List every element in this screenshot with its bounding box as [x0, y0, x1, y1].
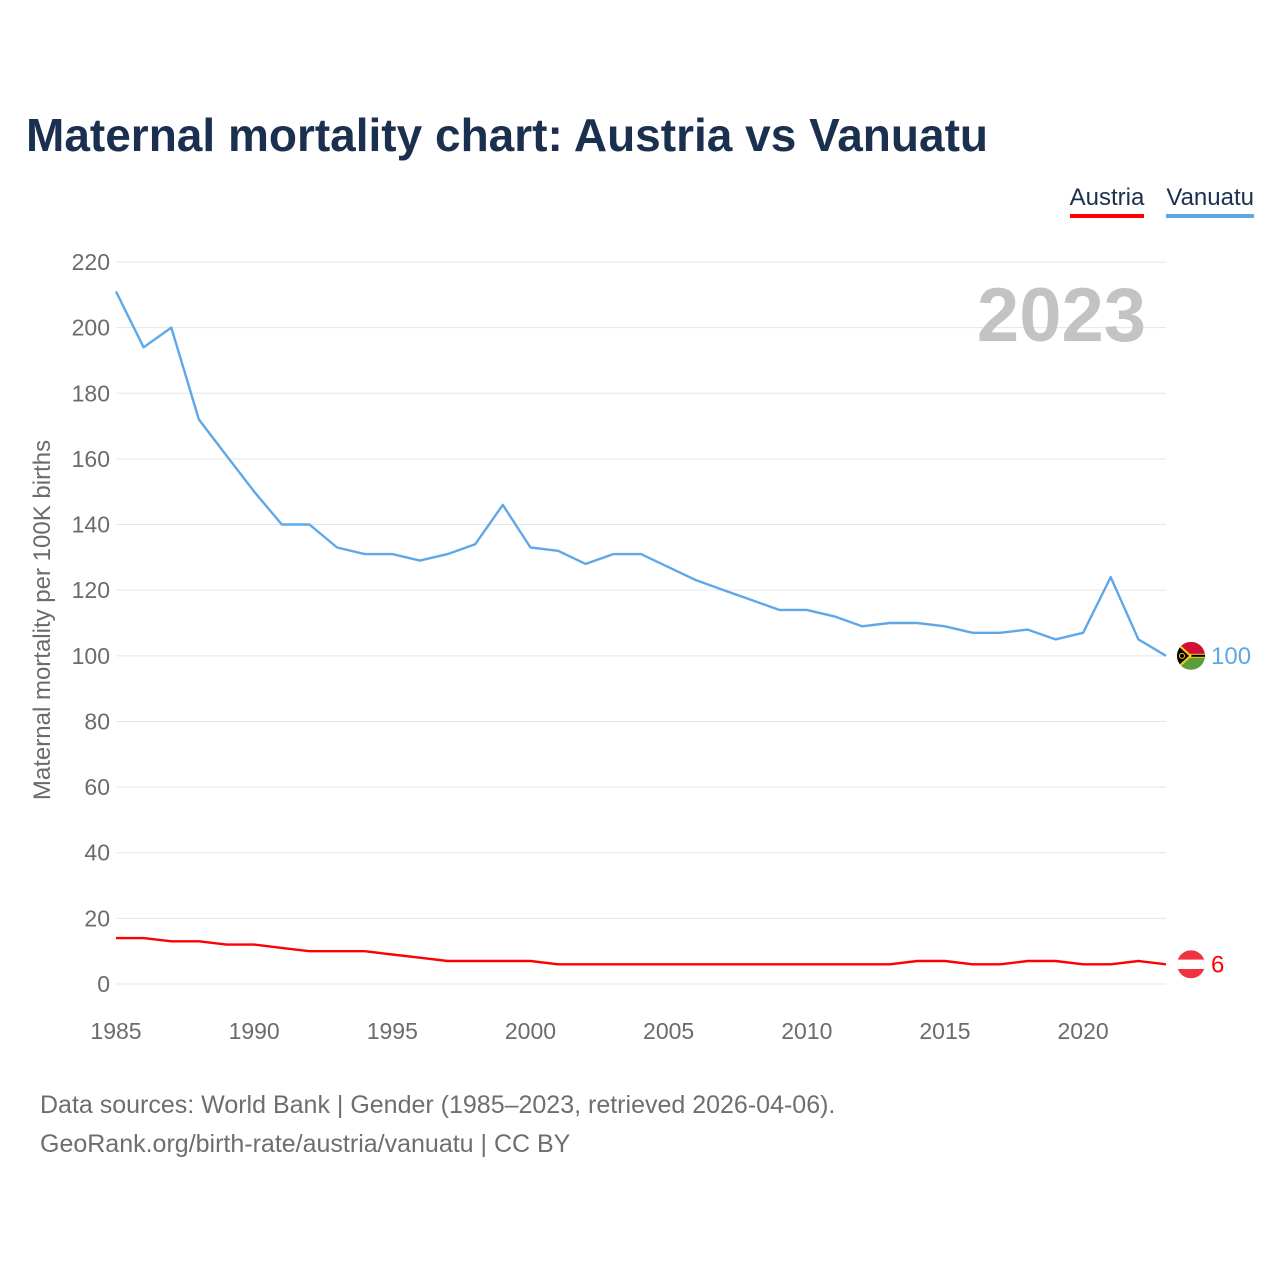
y-tick-label: 180 [72, 380, 110, 406]
series-line-austria [116, 936, 1167, 966]
legend-item-vanuatu[interactable]: Vanuatu [1166, 184, 1254, 218]
end-label-austria: 6 [1211, 951, 1224, 978]
x-tick-label: 2000 [505, 1018, 556, 1044]
y-tick-label: 120 [72, 577, 110, 603]
y-tick-label: 140 [72, 512, 110, 538]
x-tick-label: 1985 [90, 1018, 141, 1044]
legend-item-austria[interactable]: Austria [1069, 184, 1145, 218]
x-tick-label: 1995 [367, 1018, 418, 1044]
y-tick-labels: 0 20 40 60 80 100 120 140 160 180 200 220 [72, 249, 110, 997]
y-tick-label: 220 [72, 249, 110, 275]
end-markers: 100 6 [1177, 641, 1251, 979]
x-tick-label: 2005 [643, 1018, 694, 1044]
year-watermark: 2023 [977, 273, 1146, 358]
y-tick-label: 0 [97, 971, 110, 997]
y-tick-label: 60 [84, 774, 110, 800]
gridlines [116, 261, 1166, 985]
legend: Austria Vanuatu [1069, 184, 1254, 218]
data-source-note: Data sources: World Bank | Gender (1985–… [40, 1091, 836, 1119]
y-tick-label: 160 [72, 446, 110, 472]
y-tick-label: 100 [72, 643, 110, 669]
x-tick-label: 2020 [1058, 1018, 1109, 1044]
y-tick-label: 80 [84, 708, 110, 734]
end-label-vanuatu: 100 [1211, 643, 1251, 670]
series-line-vanuatu [114, 290, 1167, 657]
austria-flag-icon [1177, 950, 1205, 979]
y-tick-label: 200 [72, 315, 110, 341]
x-tick-label: 2015 [919, 1018, 970, 1044]
y-tick-label: 40 [84, 840, 110, 866]
vanuatu-flag-icon [1177, 641, 1205, 670]
series-lines [114, 290, 1167, 966]
y-axis-label: Maternal mortality per 100K births [29, 440, 56, 800]
source-link[interactable]: GeoRank.org/birth-rate/austria/vanuatu |… [40, 1130, 571, 1158]
footer: Data sources: World Bank | Gender (1985–… [40, 1086, 835, 1164]
x-tick-label: 1990 [229, 1018, 280, 1044]
x-tick-labels: 1985 1990 1995 2000 2005 2010 2015 2020 [90, 1018, 1108, 1044]
x-tick-label: 2010 [781, 1018, 832, 1044]
chart-title: Maternal mortality chart: Austria vs Van… [26, 109, 989, 161]
y-tick-label: 20 [84, 905, 110, 931]
